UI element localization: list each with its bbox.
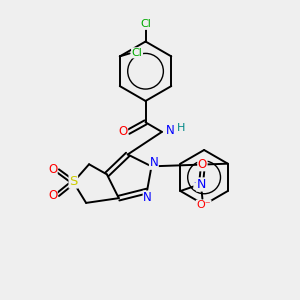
Text: N: N (149, 156, 158, 169)
Text: ⁺: ⁺ (194, 180, 199, 189)
Text: O: O (48, 163, 57, 176)
Text: N: N (166, 124, 174, 137)
Text: O: O (48, 189, 57, 202)
Text: S: S (69, 175, 77, 188)
Text: O: O (118, 125, 128, 138)
Text: N: N (143, 191, 152, 204)
Text: H: H (177, 123, 185, 133)
Text: Cl: Cl (132, 48, 142, 58)
Text: O: O (198, 158, 207, 171)
Text: O⁻: O⁻ (196, 200, 211, 210)
Text: Cl: Cl (140, 19, 151, 29)
Text: N: N (196, 178, 206, 191)
